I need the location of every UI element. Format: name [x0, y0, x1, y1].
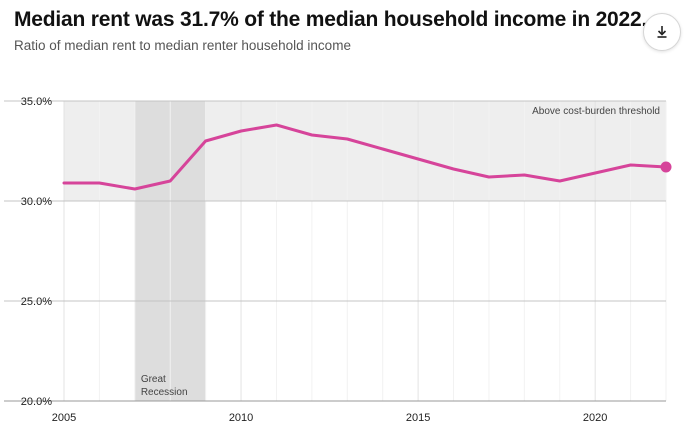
recession-annotation-line1: Great	[141, 374, 166, 385]
threshold-annotation: Above cost-burden threshold	[532, 106, 660, 117]
y-tick-label: 30.0%	[21, 196, 52, 208]
last-data-point-marker	[660, 161, 672, 173]
chart-subtitle: Ratio of median rent to median renter ho…	[14, 38, 351, 53]
recession-annotation-line2: Recession	[141, 387, 188, 398]
horizontal-gridlines	[4, 100, 666, 402]
x-tick-label: 2010	[229, 412, 253, 424]
download-button[interactable]	[643, 13, 681, 51]
y-tick-label: 20.0%	[21, 396, 52, 408]
series-line	[62, 123, 668, 191]
y-tick-label: 25.0%	[21, 296, 52, 308]
vertical-gridlines	[63, 101, 667, 401]
y-tick-label: 35.0%	[21, 96, 52, 108]
x-tick-label: 2015	[406, 412, 430, 424]
chart-title: Median rent was 31.7% of the median hous…	[14, 8, 648, 31]
x-tick-label: 2020	[583, 412, 607, 424]
x-axis-tick-labels: 2005 2010 2015 2020	[52, 412, 608, 424]
x-tick-label: 2005	[52, 412, 76, 424]
y-axis-tick-labels: 20.0% 25.0% 30.0% 35.0%	[21, 96, 52, 408]
download-icon	[657, 26, 667, 38]
